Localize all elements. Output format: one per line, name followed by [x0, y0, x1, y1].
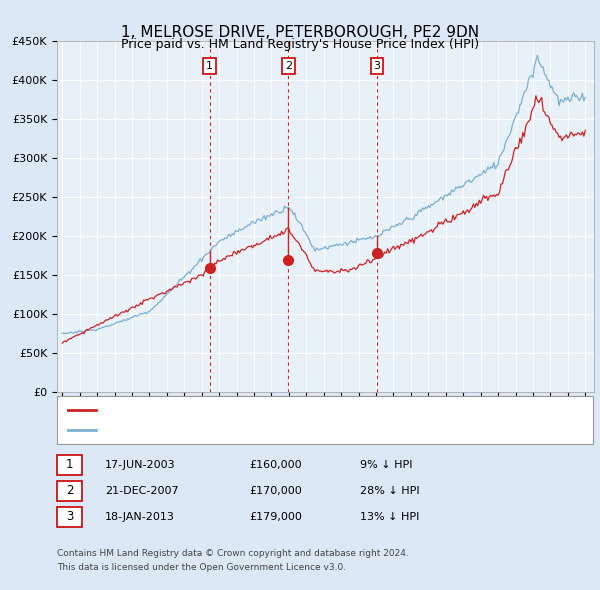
Text: Price paid vs. HM Land Registry's House Price Index (HPI): Price paid vs. HM Land Registry's House … — [121, 38, 479, 51]
Text: £160,000: £160,000 — [249, 460, 302, 470]
Text: 13% ↓ HPI: 13% ↓ HPI — [360, 512, 419, 522]
Text: 1, MELROSE DRIVE, PETERBOROUGH, PE2 9DN: 1, MELROSE DRIVE, PETERBOROUGH, PE2 9DN — [121, 25, 479, 40]
Text: Contains HM Land Registry data © Crown copyright and database right 2024.: Contains HM Land Registry data © Crown c… — [57, 549, 409, 558]
Text: 1: 1 — [66, 458, 73, 471]
Text: 2: 2 — [66, 484, 73, 497]
Text: 28% ↓ HPI: 28% ↓ HPI — [360, 486, 419, 496]
Text: 21-DEC-2007: 21-DEC-2007 — [105, 486, 179, 496]
Text: 1, MELROSE DRIVE, PETERBOROUGH, PE2 9DN (detached house): 1, MELROSE DRIVE, PETERBOROUGH, PE2 9DN … — [100, 405, 438, 415]
Text: 3: 3 — [66, 510, 73, 523]
Text: 17-JUN-2003: 17-JUN-2003 — [105, 460, 176, 470]
Text: £179,000: £179,000 — [249, 512, 302, 522]
Text: 9% ↓ HPI: 9% ↓ HPI — [360, 460, 413, 470]
Text: 1: 1 — [206, 61, 213, 71]
Text: £170,000: £170,000 — [249, 486, 302, 496]
Text: 18-JAN-2013: 18-JAN-2013 — [105, 512, 175, 522]
Text: HPI: Average price, detached house, City of Peterborough: HPI: Average price, detached house, City… — [100, 425, 401, 435]
Text: 3: 3 — [373, 61, 380, 71]
Text: 2: 2 — [285, 61, 292, 71]
Text: This data is licensed under the Open Government Licence v3.0.: This data is licensed under the Open Gov… — [57, 563, 346, 572]
